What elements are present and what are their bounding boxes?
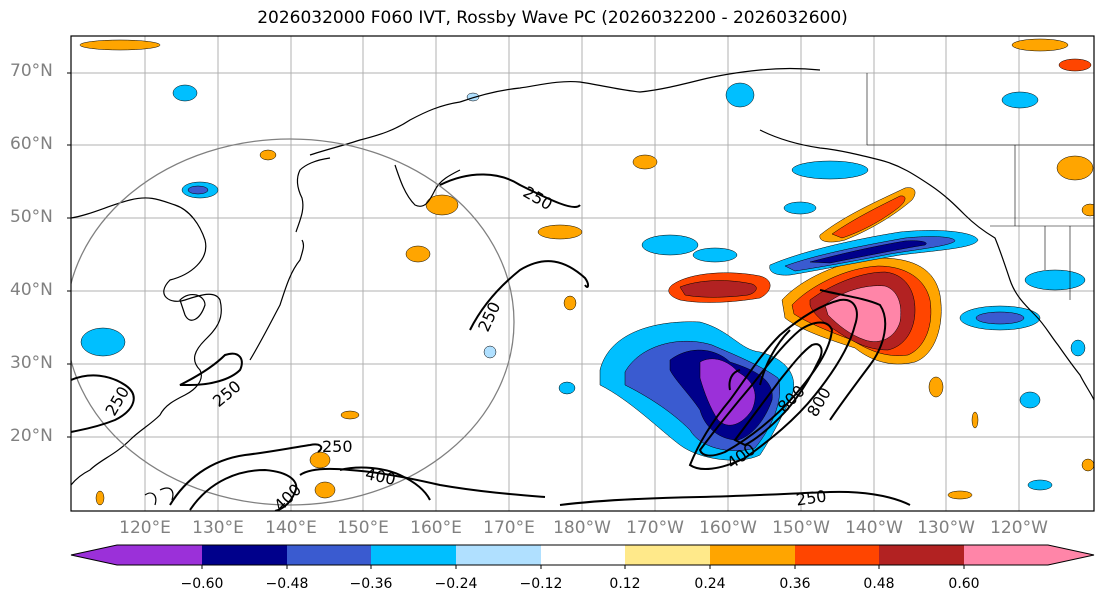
contour-label: 250 xyxy=(322,437,353,456)
lat-label: 20°N xyxy=(10,426,53,446)
colorbar-segment xyxy=(117,545,202,565)
colorbar-segment xyxy=(879,545,964,565)
lon-label: 150°E xyxy=(337,518,389,538)
lat-label: 70°N xyxy=(10,61,53,81)
coastlines xyxy=(71,67,1094,506)
borders xyxy=(866,73,1094,300)
colorbar-segment xyxy=(202,545,287,565)
lon-label: 160°E xyxy=(410,518,462,538)
colorbar xyxy=(70,544,1095,569)
lat-label: 50°N xyxy=(10,207,53,227)
colorbar-tick-label: −0.12 xyxy=(519,576,563,592)
colorbar-segment xyxy=(541,545,625,565)
gridlines xyxy=(71,36,1094,511)
colorbar-low-extend xyxy=(71,545,117,565)
map-title: 2026032000 F060 IVT, Rossby Wave PC (202… xyxy=(257,8,848,28)
colorbar-segment xyxy=(964,545,1048,565)
lon-label: 170°E xyxy=(483,518,535,538)
lon-label: 140°E xyxy=(265,518,317,538)
ivt-anomaly-fills xyxy=(79,38,1094,506)
colorbar-segment xyxy=(371,545,456,565)
map-frame xyxy=(70,35,1095,512)
colorbar-tick-label: −0.60 xyxy=(180,576,224,592)
colorbar-segment xyxy=(710,545,795,565)
colorbar-high-extend xyxy=(1048,545,1094,565)
lat-label: 60°N xyxy=(10,134,53,154)
colorbar-tick-label: 0.12 xyxy=(609,576,641,592)
lat-label: 40°N xyxy=(10,280,53,300)
colorbar-tick-label: −0.24 xyxy=(434,576,478,592)
region-circle xyxy=(71,138,515,506)
lat-ticks xyxy=(67,72,71,438)
colorbar-segment xyxy=(287,545,371,565)
lon-label: 170°W xyxy=(626,518,684,538)
lon-label: 150°W xyxy=(772,518,830,538)
lon-label: 130°E xyxy=(192,518,244,538)
colorbar-tick-label: 0.36 xyxy=(779,576,811,592)
colorbar-tick-label: −0.48 xyxy=(265,576,309,592)
lon-label: 130°W xyxy=(917,518,975,538)
colorbar-segment xyxy=(795,545,879,565)
colorbar-tick-label: 0.60 xyxy=(948,576,980,592)
lat-label: 30°N xyxy=(10,353,53,373)
colorbar-tick-label: 0.48 xyxy=(863,576,895,592)
colorbar-segment xyxy=(456,545,541,565)
colorbar-tick-label: 0.24 xyxy=(694,576,726,592)
colorbar-segment xyxy=(625,545,710,565)
lon-label: 180°W xyxy=(553,518,611,538)
lon-label: 140°W xyxy=(845,518,903,538)
contour-label: 250 xyxy=(795,486,828,509)
lon-label: 120°E xyxy=(119,518,171,538)
lon-label: 160°W xyxy=(699,518,757,538)
ivt-contours xyxy=(71,173,911,511)
colorbar-tick-label: −0.36 xyxy=(349,576,393,592)
lon-label: 120°W xyxy=(990,518,1048,538)
